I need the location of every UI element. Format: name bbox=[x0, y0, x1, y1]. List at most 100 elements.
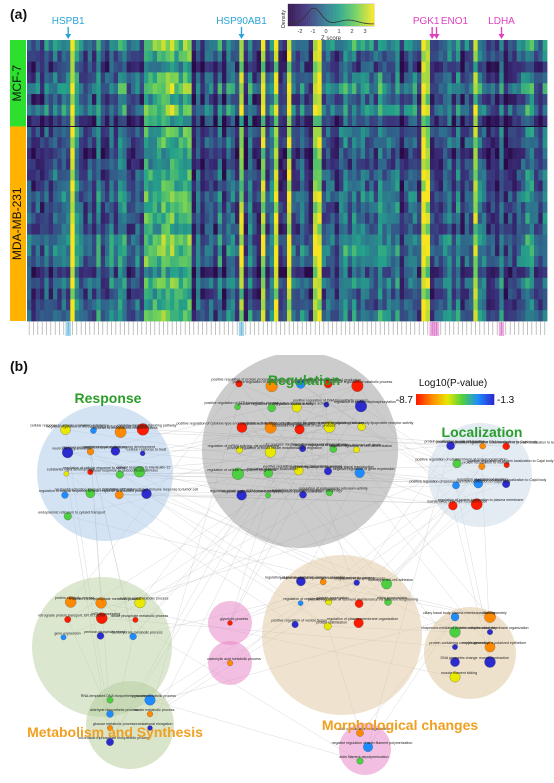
heatmap-cell bbox=[231, 299, 236, 310]
heatmap-cell bbox=[114, 299, 119, 310]
heatmap-cell bbox=[53, 51, 58, 62]
heatmap-cell bbox=[495, 289, 500, 300]
term-label: carbohydrate metabolic process bbox=[112, 631, 163, 635]
heatmap-cell bbox=[31, 191, 36, 202]
heatmap-cell bbox=[44, 170, 49, 181]
heatmap-cell bbox=[486, 191, 491, 202]
heatmap-cell bbox=[495, 256, 500, 267]
heatmap-cell bbox=[313, 278, 318, 289]
heatmap-cell bbox=[508, 62, 513, 73]
heatmap-cell bbox=[421, 289, 426, 300]
heatmap-cell bbox=[512, 148, 517, 159]
heatmap-cell bbox=[226, 40, 231, 51]
heatmap-cell bbox=[465, 62, 470, 73]
heatmap-cell bbox=[196, 181, 201, 192]
heatmap-cell bbox=[135, 148, 140, 159]
heatmap-cell bbox=[66, 191, 71, 202]
heatmap-cell bbox=[283, 170, 288, 181]
heatmap-cell bbox=[62, 62, 67, 73]
heatmap-cell bbox=[374, 235, 379, 246]
heatmap-cell bbox=[400, 94, 405, 105]
heatmap-cell bbox=[313, 62, 318, 73]
legend-color-step bbox=[344, 4, 346, 26]
heatmap-cell bbox=[79, 310, 84, 321]
heatmap-cell bbox=[170, 105, 175, 116]
heatmap-cell bbox=[291, 278, 296, 289]
heatmap-cell bbox=[183, 159, 188, 170]
heatmap-cell bbox=[439, 148, 444, 159]
heatmap-cell bbox=[330, 94, 335, 105]
heatmap-cell bbox=[508, 310, 513, 321]
heatmap-cell bbox=[200, 235, 205, 246]
heatmap-cell bbox=[447, 116, 452, 127]
heatmap-cell bbox=[512, 116, 517, 127]
heatmap-cell bbox=[161, 51, 166, 62]
heatmap-cell bbox=[443, 83, 448, 94]
heatmap-cell bbox=[400, 181, 405, 192]
heatmap-cell bbox=[192, 245, 197, 256]
heatmap-cell bbox=[309, 137, 314, 148]
heatmap-cell bbox=[83, 202, 88, 213]
heatmap-cell bbox=[482, 51, 487, 62]
legend-color-step bbox=[318, 4, 320, 26]
term-label: DNA geometric change bbox=[441, 656, 478, 660]
heatmap-cell bbox=[343, 94, 348, 105]
heatmap-cell bbox=[83, 83, 88, 94]
heatmap-cell bbox=[447, 94, 452, 105]
heatmap-cell bbox=[114, 51, 119, 62]
heatmap-cell bbox=[257, 116, 262, 127]
heatmap-cell bbox=[192, 105, 197, 116]
heatmap-cell bbox=[244, 235, 249, 246]
term-label: negative regulation of gene expression bbox=[333, 467, 395, 471]
heatmap-cell bbox=[226, 181, 231, 192]
heatmap-cell bbox=[517, 116, 522, 127]
heatmap-cell bbox=[538, 310, 543, 321]
heatmap-cell bbox=[218, 170, 223, 181]
heatmap-cell bbox=[525, 213, 530, 224]
heatmap-cell bbox=[313, 224, 318, 235]
heatmap-cell bbox=[491, 83, 496, 94]
heatmap-cell bbox=[192, 137, 197, 148]
gene-arrow-head bbox=[434, 34, 440, 39]
heatmap-cell bbox=[36, 245, 41, 256]
heatmap-cell bbox=[348, 72, 353, 83]
heatmap-cell bbox=[257, 137, 262, 148]
heatmap-cell bbox=[408, 224, 413, 235]
heatmap-cell bbox=[213, 126, 218, 137]
legend-color-step bbox=[301, 4, 303, 26]
heatmap-cell bbox=[88, 245, 93, 256]
heatmap-cell bbox=[426, 256, 431, 267]
heatmap-cell bbox=[530, 299, 535, 310]
heatmap-cell bbox=[447, 159, 452, 170]
term-label: positive regulation of protein localizat… bbox=[468, 459, 554, 463]
heatmap-cell bbox=[92, 245, 97, 256]
heatmap-cell bbox=[231, 62, 236, 73]
heatmap-cell bbox=[478, 299, 483, 310]
heatmap-cell bbox=[187, 278, 192, 289]
heatmap-cell bbox=[534, 159, 539, 170]
heatmap-cell bbox=[400, 191, 405, 202]
heatmap-cell bbox=[101, 310, 106, 321]
heatmap-cell bbox=[413, 256, 418, 267]
heatmap-cell bbox=[166, 224, 171, 235]
heatmap-cell bbox=[75, 181, 80, 192]
heatmap-cell bbox=[369, 245, 374, 256]
heatmap-cell bbox=[473, 278, 478, 289]
heatmap-cell bbox=[326, 224, 331, 235]
heatmap-cell bbox=[508, 202, 513, 213]
heatmap-cell bbox=[27, 235, 32, 246]
heatmap-cell bbox=[44, 94, 49, 105]
heatmap-cell bbox=[40, 40, 45, 51]
heatmap-cell bbox=[452, 256, 457, 267]
heatmap-cell bbox=[252, 191, 257, 202]
heatmap-cell bbox=[369, 256, 374, 267]
heatmap-cell bbox=[274, 148, 279, 159]
heatmap-cell bbox=[70, 116, 75, 127]
heatmap-cell bbox=[309, 256, 314, 267]
heatmap-cell bbox=[391, 170, 396, 181]
heatmap-cell bbox=[213, 245, 218, 256]
heatmap-cell bbox=[330, 148, 335, 159]
heatmap-cell bbox=[122, 299, 127, 310]
heatmap-cell bbox=[57, 83, 62, 94]
term-label: inner mitochondrial membrane organizatio… bbox=[459, 626, 528, 630]
